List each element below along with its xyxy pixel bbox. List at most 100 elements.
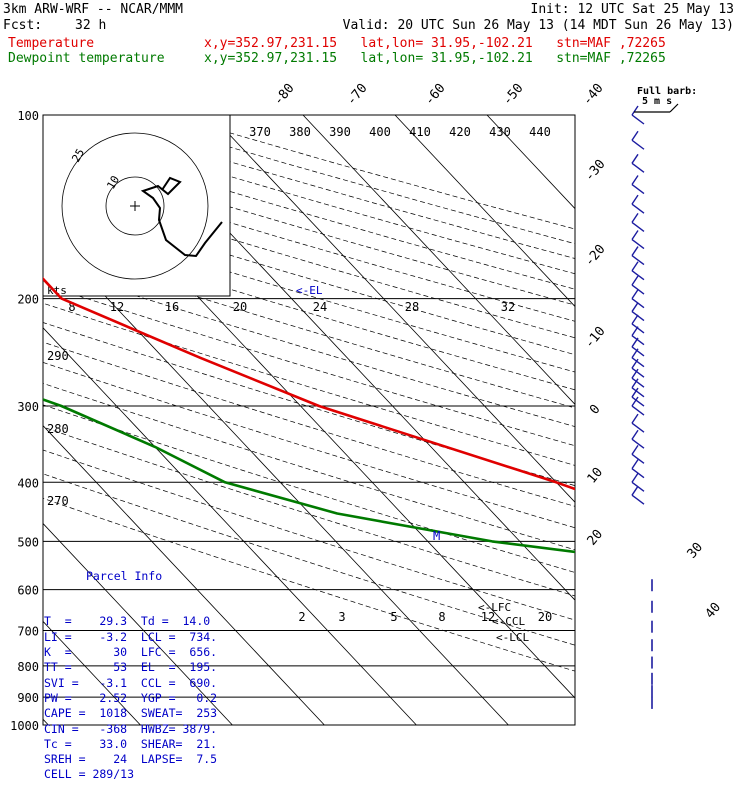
hodograph-speed-label: 24: [313, 300, 327, 314]
theta-tick-label: 440: [529, 125, 551, 139]
wind-barb: [632, 445, 638, 454]
parcel-info-row: Tc = 33.0 SHEAR= 21.: [44, 737, 234, 752]
pressure-tick-label: 800: [17, 660, 39, 674]
wind-barb: [632, 495, 644, 504]
pressure-tick-label: 1000: [10, 719, 39, 733]
wind-barb: [632, 349, 638, 358]
wind-barb: [632, 486, 638, 495]
wind-barb: [632, 262, 638, 271]
wind-barb: [632, 163, 644, 172]
wind-barb: [632, 271, 644, 280]
wind-barb: [632, 204, 644, 213]
pressure-tick-label: 400: [17, 476, 39, 490]
wind-barb: [632, 131, 638, 140]
wind-barb: [632, 222, 644, 231]
isotherm-tick-label: 40: [703, 600, 725, 622]
theta-tick-label: 430: [489, 125, 511, 139]
wind-barb: [632, 406, 644, 415]
mixing-ratio-label: 20: [538, 610, 552, 624]
wind-barb: [632, 247, 638, 256]
wind-barb: [632, 154, 638, 163]
isotherm-tick-label: -20: [582, 242, 609, 270]
parcel-info-row: CIN = -368 HWBZ= 3879.: [44, 722, 234, 737]
wind-barb: [632, 454, 644, 463]
theta-tick-label: 380: [289, 125, 311, 139]
isotherm-line: [671, 115, 740, 725]
wind-barb: [632, 315, 638, 324]
wind-barb: [632, 176, 638, 185]
wind-barb: [632, 115, 644, 124]
wind-barb: [632, 140, 644, 149]
isotherm-tick-label: 20: [585, 527, 607, 549]
hodograph-speed-label: 20: [233, 300, 247, 314]
isotherm-tick-label: -30: [582, 157, 609, 185]
parcel-info-row: SVI = -3.1 CCL = 690.: [44, 676, 234, 691]
parcel-info-row: K = 30 LFC = 656.: [44, 645, 234, 660]
wind-barb: [632, 397, 644, 406]
isotherm-line: [395, 115, 740, 725]
parcel-info-row: LI = -3.2 LCL = 734.: [44, 630, 234, 645]
theta-tick-label: 420: [449, 125, 471, 139]
theta-tick-label: 400: [369, 125, 391, 139]
isotherm-tick-label: 10: [585, 465, 607, 487]
parcel-info-row: CAPE = 1018 SWEAT= 253: [44, 706, 234, 721]
theta-tick-label: 390: [329, 125, 351, 139]
parcel-marker: M: [433, 529, 440, 543]
theta-tick-label: 410: [409, 125, 431, 139]
hodograph-speed-label: 12: [110, 300, 124, 314]
theta-tick-label: 280: [47, 422, 69, 436]
isotherm-tick-label: -60: [422, 81, 449, 109]
parcel-info-title: Parcel Info: [44, 569, 234, 584]
isotherm-tick-label: -10: [582, 324, 609, 352]
mixing-ratio-label: 8: [438, 610, 445, 624]
barb-legend-line2: 5 m s: [642, 96, 672, 107]
wind-barb: [632, 231, 638, 240]
theta-tick-label: 370: [249, 125, 271, 139]
parcel-level-annotation: <-CCL: [492, 615, 525, 628]
pressure-tick-label: 300: [17, 400, 39, 414]
mixing-ratio-label: 2: [298, 610, 305, 624]
mixing-ratio-label: 5: [390, 610, 397, 624]
pressure-tick-label: 100: [17, 109, 39, 123]
wind-barb: [632, 414, 638, 423]
isotherm-line: [579, 115, 740, 725]
hodograph-speed-label: 16: [165, 300, 179, 314]
wind-barb: [632, 290, 638, 299]
hodograph-speed-label: 28: [405, 300, 419, 314]
parcel-level-annotation: <-LFC: [478, 601, 511, 614]
isotherm-tick-label: -50: [500, 81, 527, 109]
pressure-tick-label: 600: [17, 584, 39, 598]
parcel-level-annotation: <-LCL: [496, 631, 529, 644]
hodograph-speed-label: 32: [501, 300, 515, 314]
wind-barb: [632, 439, 644, 448]
mixing-ratio-label: 3: [338, 610, 345, 624]
pressure-tick-label: 500: [17, 535, 39, 549]
wind-barb: [632, 213, 638, 222]
wind-barb: [632, 106, 638, 115]
wind-barb: [632, 324, 644, 333]
wind-barb: [632, 469, 644, 478]
wind-barb: [632, 338, 638, 347]
parcel-info-row: SREH = 24 LAPSE= 7.5: [44, 752, 234, 767]
wind-barb: [632, 195, 638, 204]
isotherm-tick-label: 30: [685, 540, 707, 562]
wind-barb: [632, 460, 638, 469]
pressure-tick-label: 900: [17, 691, 39, 705]
wind-barb: [632, 327, 638, 336]
parcel-info-row: TT = 53 EL = 195.: [44, 660, 234, 675]
wind-barb: [632, 303, 638, 312]
pressure-tick-label: 700: [17, 625, 39, 639]
isotherm-tick-label: -40: [580, 81, 607, 109]
parcel-info-row: CELL = 289/13: [44, 767, 234, 782]
wind-barb: [632, 256, 644, 265]
wind-barb: [632, 276, 638, 285]
theta-tick-label: 270: [47, 494, 69, 508]
parcel-info-row: T = 29.3 Td = 14.0: [44, 614, 234, 629]
isotherm-line: [211, 115, 740, 725]
isotherm-tick-label: 0: [587, 402, 604, 418]
pressure-tick-label: 200: [17, 293, 39, 307]
wind-barb: [632, 430, 638, 439]
parcel-level-annotation: <-EL: [296, 284, 323, 297]
wind-barb: [632, 185, 644, 194]
